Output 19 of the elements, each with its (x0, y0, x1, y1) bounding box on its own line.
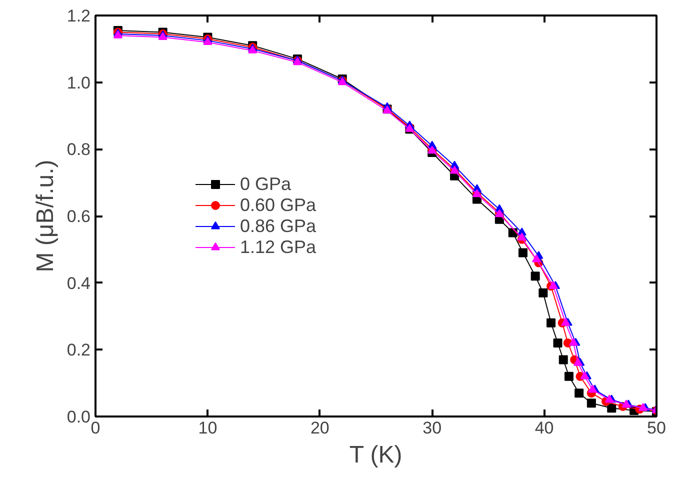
legend-label: 1.12 GPa (240, 236, 316, 258)
x-axis-title: T (K) (349, 442, 402, 468)
x-tick-label: 20 (310, 418, 330, 438)
y-tick-label: 0.4 (66, 274, 91, 293)
x-tick-label: 40 (534, 418, 554, 438)
y-tick-label: 1.0 (66, 73, 91, 92)
y-tick-label: 0.0 (66, 408, 91, 426)
y-tick-label: 1.2 (66, 6, 91, 26)
x-tick-label: 10 (198, 418, 218, 438)
x-tick-label: 30 (422, 418, 442, 438)
y-axis-title: M (μB/f.u.) (32, 160, 59, 272)
y-tick-label: 0.6 (66, 207, 91, 226)
legend-label: 0.60 GPa (240, 194, 316, 216)
y-tick-label: 0.8 (66, 140, 91, 160)
y-tick-label: 0.2 (66, 340, 91, 360)
legend-label: 0 GPa (240, 174, 292, 194)
x-tick-label: 50 (647, 418, 666, 438)
legend-label: 0.86 GPa (240, 216, 316, 236)
x-tick-label: 0 (90, 418, 100, 438)
